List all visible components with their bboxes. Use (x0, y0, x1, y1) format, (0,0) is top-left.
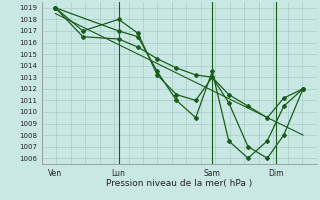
X-axis label: Pression niveau de la mer( hPa ): Pression niveau de la mer( hPa ) (106, 179, 252, 188)
